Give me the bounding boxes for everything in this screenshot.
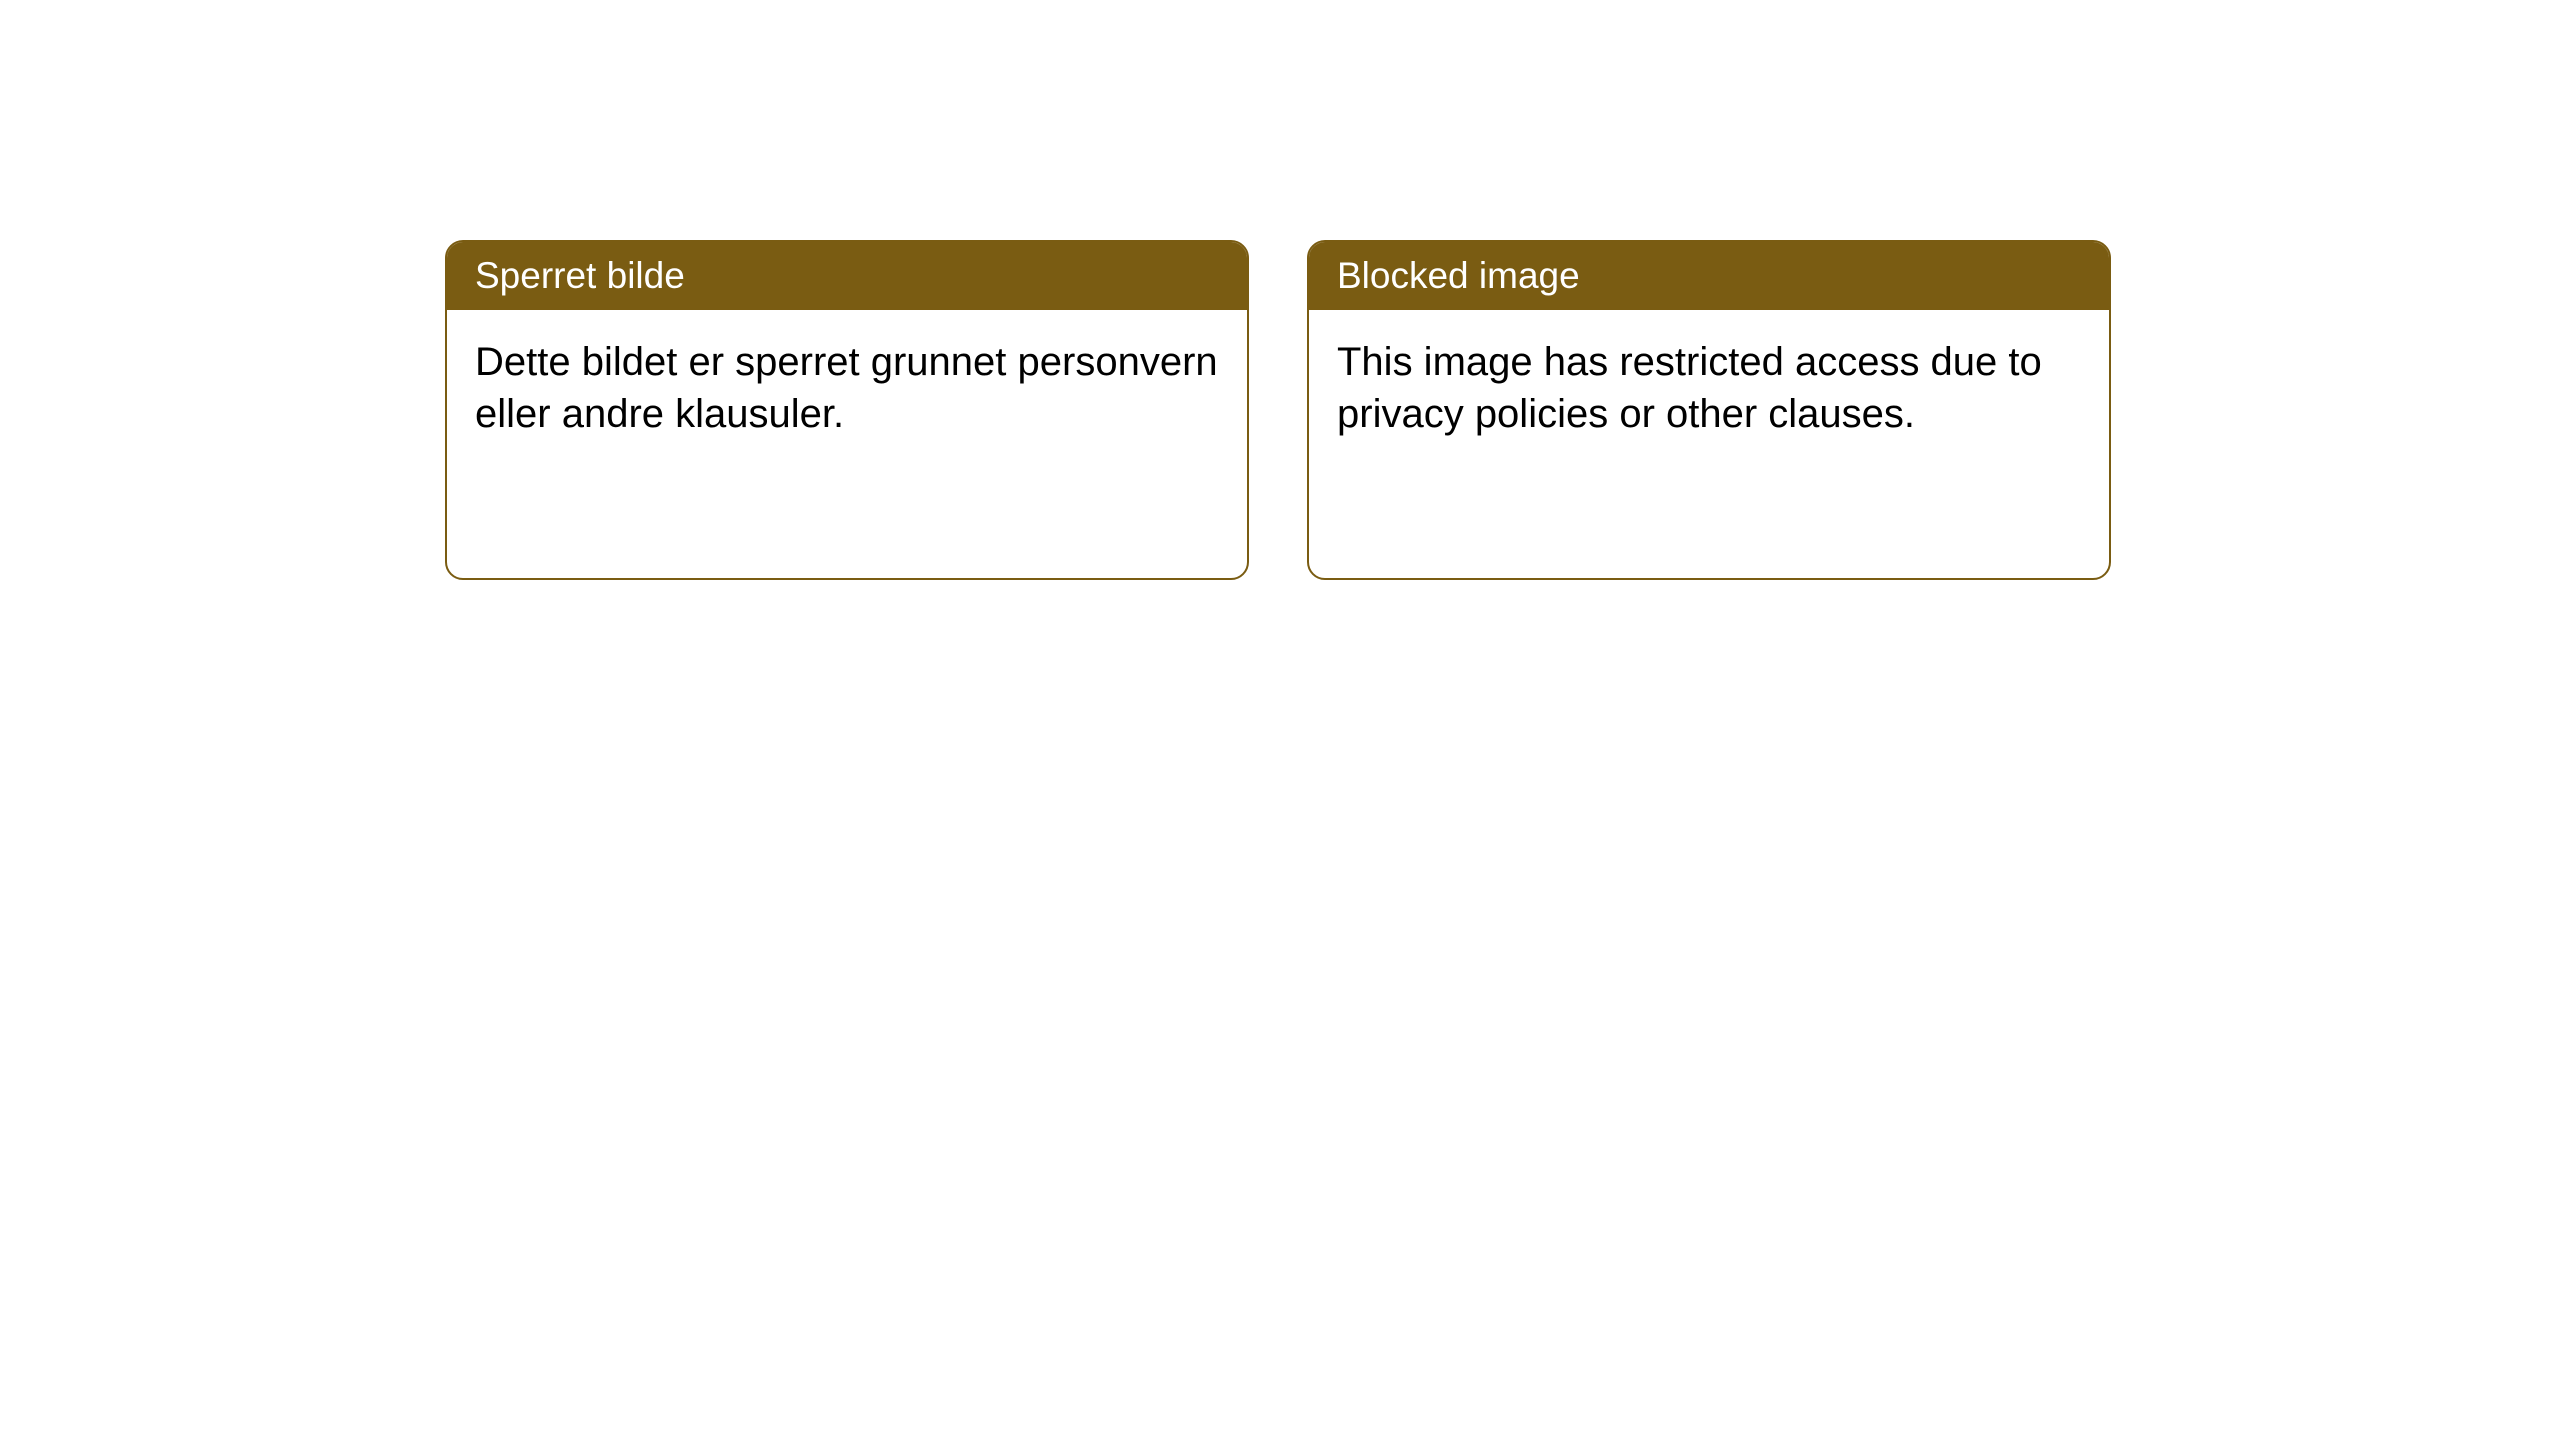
notice-card-title: Blocked image <box>1309 242 2109 310</box>
notice-card-title: Sperret bilde <box>447 242 1247 310</box>
notice-cards-row: Sperret bilde Dette bildet er sperret gr… <box>0 0 2560 580</box>
notice-card-norwegian: Sperret bilde Dette bildet er sperret gr… <box>445 240 1249 580</box>
notice-card-body: Dette bildet er sperret grunnet personve… <box>447 310 1247 466</box>
notice-card-english: Blocked image This image has restricted … <box>1307 240 2111 580</box>
notice-card-body: This image has restricted access due to … <box>1309 310 2109 466</box>
